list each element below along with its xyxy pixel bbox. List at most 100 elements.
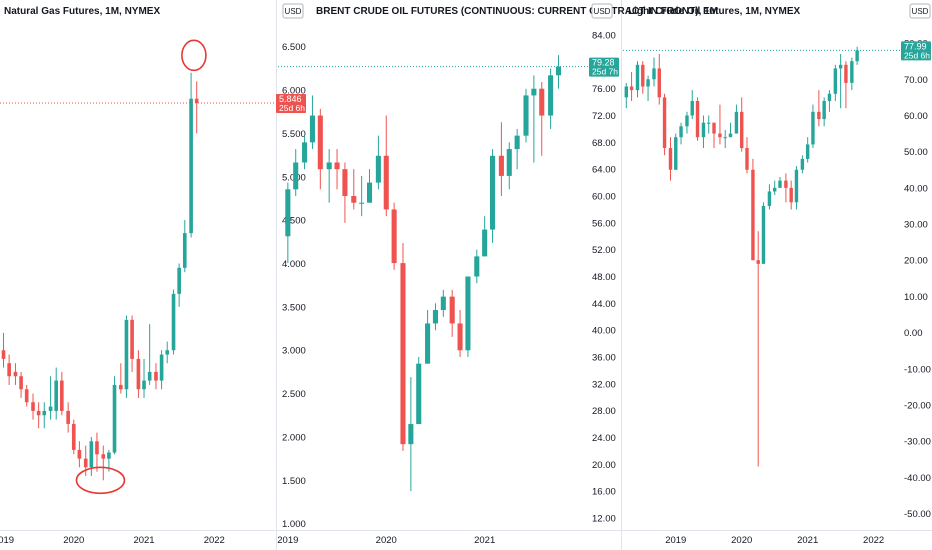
light-crude-x-tick-label: 2022 <box>863 535 884 546</box>
light-crude-x-tick-label: 2019 <box>665 535 686 546</box>
light-crude-candle-body <box>624 86 629 98</box>
brent-crude-candle-body <box>326 162 332 170</box>
light-crude-price-value: 77.99 <box>904 41 927 51</box>
natural-gas-candle-body <box>136 358 141 390</box>
brent-crude-candle-body <box>474 256 480 277</box>
light-crude-candle-body <box>723 137 727 139</box>
currency-badge[interactable] <box>591 3 613 19</box>
light-crude-candle-body <box>784 180 788 188</box>
natural-gas-candle-body <box>182 233 187 268</box>
brent-crude-y-tick-label: 24.00 <box>592 433 616 444</box>
light-crude-candle-body <box>767 191 772 206</box>
natural-gas-y-tick-label: 4.500 <box>282 216 306 227</box>
light-crude-candle-body <box>789 187 793 203</box>
brent-crude-candle-body <box>425 323 431 364</box>
light-crude-candle-body <box>707 122 711 124</box>
light-crude-chart-title: Light Crude Oil Futures, 1M, NYMEX <box>628 6 801 17</box>
brent-crude-y-tick-label: 44.00 <box>592 299 616 310</box>
natural-gas-candle-body <box>189 98 193 234</box>
light-crude-candle-body <box>685 115 689 127</box>
natural-gas-candle-body <box>107 452 111 459</box>
natural-gas-y-tick-label: 4.000 <box>282 259 306 270</box>
natural-gas-plot-area <box>1 72 199 481</box>
light-crude-candle-body <box>668 148 673 170</box>
brent-crude-y-tick-label: 56.00 <box>592 218 616 229</box>
brent-crude-candle-body <box>555 66 562 76</box>
currency-badge[interactable] <box>909 3 931 19</box>
brent-crude-y-tick-label: 52.00 <box>592 245 616 256</box>
brent-crude-plot-area <box>285 55 562 492</box>
light-crude-candle-body <box>674 137 678 170</box>
brent-crude-price-label-bg <box>589 57 619 77</box>
brent-crude-x-tick-label: 2021 <box>474 535 495 546</box>
light-crude-candle-body <box>827 93 832 101</box>
brent-crude-y-tick-label: 32.00 <box>592 379 616 390</box>
light-crude-y-tick-label: 10.00 <box>904 292 928 303</box>
light-crude-candle-body <box>662 97 667 149</box>
natural-gas-y-tick-label: 6.500 <box>282 42 306 53</box>
brent-crude-candle-body <box>375 155 381 183</box>
brent-crude-candle-body <box>334 162 340 170</box>
light-crude-candle-body <box>635 64 640 91</box>
light-crude-candle-body <box>844 64 848 83</box>
natural-gas-y-tick-label: 3.000 <box>282 346 306 357</box>
natural-gas-candle-body <box>154 371 158 381</box>
brent-crude-candle-body <box>514 135 520 150</box>
brent-crude-y-tick-label: 12.00 <box>592 513 616 524</box>
light-crude-y-tick-label: 0.00 <box>904 328 923 339</box>
light-crude-candle-body <box>811 111 815 145</box>
natural-gas-chart-panel: 1.000 1.500 2.000 2.500 3.000 3.500 4.000 4.500… <box>0 3 306 546</box>
natural-gas-candle-body <box>42 410 47 416</box>
light-crude-y-tick-label: -10.00 <box>904 364 931 375</box>
light-crude-candle-body <box>646 79 650 87</box>
currency-label: USD <box>285 7 302 16</box>
currency-badge[interactable] <box>282 3 304 19</box>
brent-crude-candle-body <box>539 88 545 116</box>
natural-gas-candle-body <box>1 350 6 359</box>
brent-crude-candle-body <box>506 149 512 176</box>
light-crude-candle-body <box>695 100 700 138</box>
natural-gas-candle-body <box>89 441 94 468</box>
light-crude-y-tick-label: 20.00 <box>904 256 928 267</box>
natural-gas-candle-body <box>130 319 134 359</box>
brent-crude-candle-body <box>457 323 463 351</box>
brent-crude-candle-body <box>400 263 406 445</box>
light-crude-candle-body <box>690 100 694 116</box>
brent-crude-candle-body <box>523 95 529 136</box>
natural-gas-price-label-bg <box>276 94 306 114</box>
brent-crude-y-tick-label: 60.00 <box>592 192 616 203</box>
natural-gas-candle-body <box>24 389 29 403</box>
light-crude-chart-panel: -50.00 -40.00 -30.00 -20.00 -10.00 0.00 10.00 2… <box>623 3 931 546</box>
brent-crude-x-tick-label: 2020 <box>376 535 397 546</box>
light-crude-candle-body <box>822 100 826 120</box>
brent-crude-price-countdown: 25d 7h <box>592 67 618 77</box>
light-crude-candle-body <box>641 64 645 87</box>
light-crude-y-tick-label: -20.00 <box>904 400 931 411</box>
light-crude-candle-body <box>817 111 821 120</box>
light-crude-candle-body <box>805 144 810 159</box>
light-crude-candle-body <box>745 148 749 170</box>
brent-crude-candle-body <box>440 296 446 311</box>
light-crude-y-tick-label: 70.00 <box>904 75 928 86</box>
brent-crude-candle-body <box>416 363 422 425</box>
natural-gas-x-tick-label: 2020 <box>63 535 84 546</box>
light-crude-candle-body <box>833 68 838 94</box>
natural-gas-price-countdown: 25d 6h <box>279 103 305 113</box>
light-crude-candle-body <box>850 61 854 83</box>
light-crude-y-tick-label: -40.00 <box>904 473 931 484</box>
brent-crude-candle-body <box>309 115 315 143</box>
brent-crude-chart-panel: 12.00 16.00 20.00 24.00 28.00 32.00 36.00 40.00… <box>277 3 718 546</box>
light-crude-y-tick-label: -50.00 <box>904 509 931 520</box>
brent-crude-y-tick-label: 48.00 <box>592 272 616 283</box>
light-crude-candle-body <box>701 122 706 138</box>
brent-crude-y-tick-label: 20.00 <box>592 460 616 471</box>
natural-gas-candles: 1.000 1.500 2.000 2.500 3.000 3.500 4.000 4.500… <box>0 39 306 546</box>
brent-crude-candle-body <box>351 196 357 203</box>
brent-crude-price-value: 79.28 <box>592 58 615 68</box>
natural-gas-candle-body <box>165 350 170 355</box>
natural-gas-y-tick-label: 1.000 <box>282 519 306 530</box>
brent-crude-candle-body <box>285 189 291 237</box>
natural-gas-candle-body <box>142 380 146 390</box>
brent-crude-y-tick-label: 36.00 <box>592 352 616 363</box>
brent-crude-candle-body <box>465 276 471 351</box>
